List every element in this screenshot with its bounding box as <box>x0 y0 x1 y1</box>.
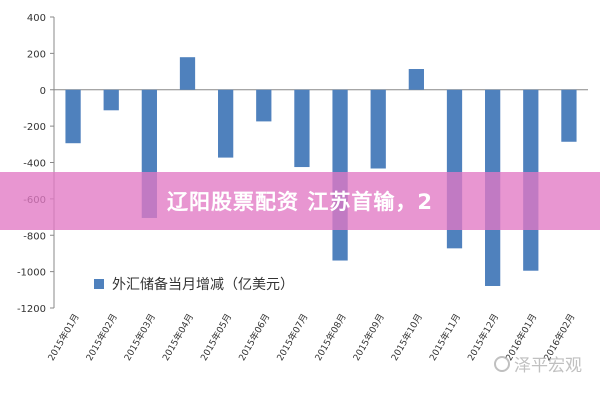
x-tick-label: 2015年02月 <box>83 312 120 363</box>
x-tick-label: 2015年05月 <box>198 312 235 363</box>
bar <box>408 69 424 90</box>
banner-text: 辽阳股票配资 江苏首输，2 <box>167 190 433 214</box>
x-tick-label: 2015年10月 <box>388 312 425 363</box>
x-tick-label: 2015年07月 <box>274 312 311 363</box>
legend-label: 外汇储备当月增减（亿美元） <box>112 276 294 293</box>
bar <box>561 89 577 142</box>
x-tick-label: 2015年04月 <box>160 312 197 363</box>
bar <box>65 89 81 144</box>
bar <box>179 57 196 90</box>
bar <box>103 89 119 111</box>
x-tick-label: 2015年09月 <box>350 312 387 363</box>
y-tick-label: -1000 <box>17 268 46 279</box>
bar <box>294 89 310 168</box>
y-tick-label: 200 <box>27 49 46 60</box>
y-tick-label: -800 <box>23 231 46 242</box>
x-tick-label: 2015年11月 <box>427 312 464 363</box>
x-tick-label: 2015年01月 <box>45 312 82 363</box>
watermark: 泽平宏观 <box>494 351 582 376</box>
y-tick-label: 0 <box>40 86 46 97</box>
x-tick-label: 2015年08月 <box>312 312 349 363</box>
watermark-text: 泽平宏观 <box>514 356 582 376</box>
bar <box>218 89 234 158</box>
y-tick-label: -200 <box>23 122 46 133</box>
x-tick-label: 2015年03月 <box>121 312 158 363</box>
promo-banner: 辽阳股票配资 江苏首输，2 <box>0 172 600 230</box>
legend: 外汇储备当月增减（亿美元） <box>94 276 294 293</box>
y-tick-label: 400 <box>27 13 46 24</box>
bar <box>256 89 272 122</box>
bar <box>370 89 386 169</box>
y-tick-label: -400 <box>23 159 46 170</box>
y-tick-label: -1200 <box>17 304 46 315</box>
x-tick-label: 2015年06月 <box>236 312 273 363</box>
wechat-icon <box>494 355 510 372</box>
legend-swatch <box>94 279 104 289</box>
